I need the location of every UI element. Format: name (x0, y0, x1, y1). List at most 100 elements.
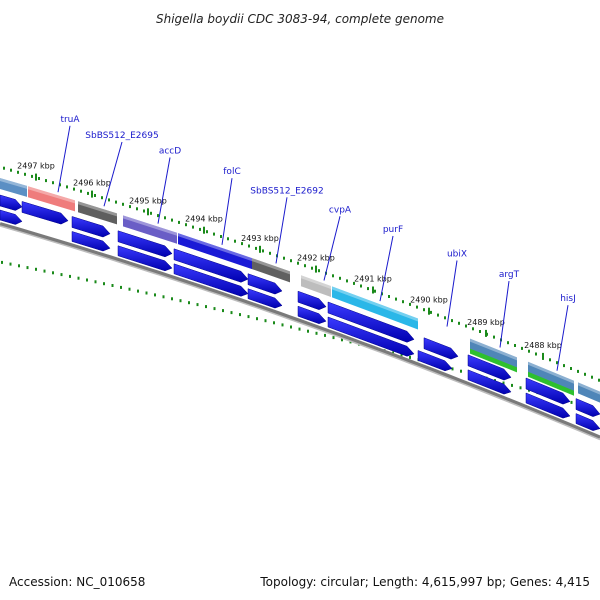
scale-tick (164, 216, 166, 220)
gene-leader-line (221, 178, 233, 245)
inner-tick (281, 323, 284, 327)
scale-tick (549, 358, 551, 362)
major-scale-tick (147, 208, 149, 216)
scale-tick (199, 227, 201, 231)
feature-block (178, 233, 252, 270)
gene-arrow (247, 273, 283, 295)
gene-label[interactable]: truA (60, 115, 80, 125)
gene-arrow (297, 290, 327, 310)
inner-tick (35, 267, 37, 271)
map-title: Shigella boydii CDC 3083-94, complete ge… (156, 12, 444, 26)
scale-tick (493, 335, 495, 339)
inner-tick (332, 336, 335, 340)
green-strip (528, 371, 574, 396)
scale-tick (17, 170, 19, 174)
scale-tick (367, 287, 369, 291)
feature-block (28, 186, 75, 212)
feature-block (470, 338, 517, 369)
gene-leader-line (103, 141, 123, 207)
scale-tick (150, 211, 152, 215)
inner-tick (94, 280, 97, 284)
scale-tick (311, 266, 313, 270)
gene-leader-line (323, 216, 341, 281)
inner-tick (1, 260, 3, 264)
scale-tick (409, 302, 411, 306)
scale-tick (31, 174, 33, 178)
gene-label[interactable]: cvpA (329, 205, 352, 215)
scale-tick (10, 168, 12, 172)
scale-tick (206, 230, 208, 234)
gene-leader-line (556, 305, 569, 371)
inner-tick (247, 315, 250, 319)
scale-tick (514, 344, 516, 347)
inner-tick (188, 301, 190, 305)
gene-label[interactable]: SbBS512_E2692 (250, 186, 323, 196)
scale-tick (143, 209, 145, 213)
inner-tick (315, 331, 318, 335)
inner-tick (400, 353, 403, 357)
major-scale-tick (91, 190, 93, 198)
gene-arrows (0, 194, 600, 431)
gene-leader-line (157, 157, 171, 224)
inner-tick (205, 305, 207, 309)
gene-label[interactable]: argT (499, 270, 520, 280)
gene-arrow (71, 216, 111, 238)
inner-tick (409, 355, 411, 359)
scale-tick (283, 256, 285, 260)
inner-tick (511, 383, 513, 387)
inner-tick (502, 381, 505, 385)
scale-tick (45, 179, 47, 183)
gene-arrow (525, 377, 571, 405)
inner-tick (341, 338, 343, 342)
gene-label[interactable]: SbBS512_E2695 (85, 131, 158, 141)
scale-tick (472, 327, 474, 331)
inner-tick (77, 276, 80, 280)
scale-tick (598, 378, 600, 382)
scale-tick (101, 196, 103, 200)
inner-tick (324, 333, 326, 337)
feature-highlight (0, 178, 27, 189)
inner-tick (222, 309, 224, 313)
gene-arrow (467, 369, 512, 395)
scale-tick (66, 185, 68, 189)
inner-tick (264, 319, 267, 323)
inner-tick (519, 386, 522, 390)
scale-label: 2492 kbp (297, 254, 335, 263)
gene-leader-line (499, 281, 510, 348)
scale-label: 2494 kbp (185, 215, 223, 224)
scale-label: 2497 kbp (17, 162, 55, 171)
scale-label: 2495 kbp (129, 196, 167, 205)
scale-tick (213, 232, 215, 236)
scale-label: 2493 kbp (241, 234, 279, 243)
scale-tick (374, 289, 376, 293)
scale-tick (171, 218, 173, 222)
scale-tick (94, 194, 96, 197)
feature-block (332, 286, 418, 330)
gene-arrow (247, 288, 283, 309)
gene-label[interactable]: accD (159, 147, 181, 157)
gene-arrow (71, 231, 111, 252)
gene-label[interactable]: ubiX (447, 250, 467, 260)
inner-tick (145, 291, 148, 295)
scale-tick (115, 200, 117, 204)
scale-tick (185, 223, 187, 227)
gene-label[interactable]: folC (223, 167, 240, 177)
scale-labels: 2497 kbp 2496 kbp 2495 kbp 2494 kbp 2493 kbp… (17, 162, 562, 350)
inner-tick (162, 295, 165, 299)
inner-tick (196, 303, 199, 307)
backbone-line (0, 222, 600, 440)
gene-label[interactable]: purF (383, 225, 403, 235)
scale-tick (591, 375, 593, 379)
scale-tick (577, 369, 579, 373)
feature-block (578, 382, 600, 403)
gene-arrow (525, 392, 571, 419)
scale-tick (521, 346, 523, 350)
gene-label[interactable]: hisJ (560, 294, 576, 304)
gene-leader-line (275, 197, 288, 264)
gene-leader-line (379, 235, 394, 302)
feature-block (0, 178, 27, 197)
gene-arrow (173, 263, 249, 297)
scale-tick (59, 183, 61, 187)
inner-tick (103, 282, 105, 286)
